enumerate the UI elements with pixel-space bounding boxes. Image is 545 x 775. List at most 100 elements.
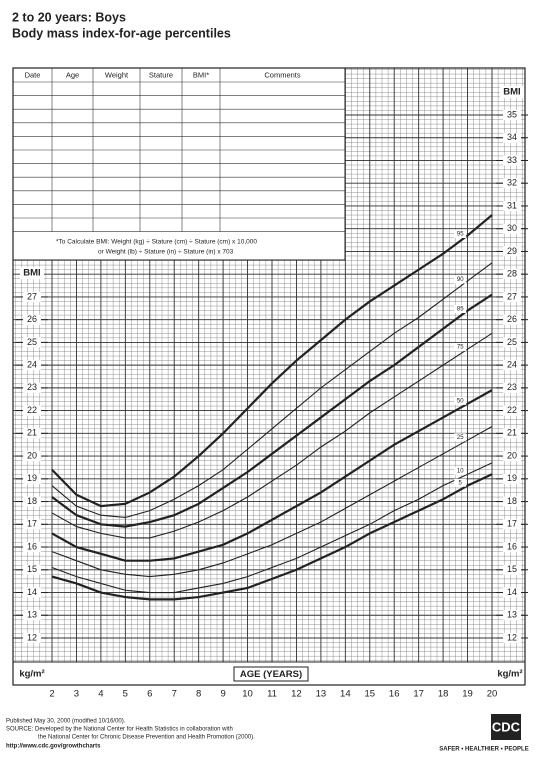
x-tick-label: 6 — [147, 689, 152, 700]
y-tick-label: 20 — [27, 450, 37, 460]
y2-tick-label: 23 — [507, 382, 517, 392]
x-axis-label-box — [233, 666, 309, 682]
y-tick-label-bg — [23, 314, 41, 325]
percentile-label: 75 — [457, 345, 464, 351]
percentile-label-bg — [454, 466, 467, 475]
subtitle: Body mass index-for-age percentiles — [12, 26, 231, 40]
y2-tick-label: 28 — [507, 269, 517, 279]
y-tick-label: 13 — [27, 610, 37, 620]
y2-tick-label-bg — [503, 587, 521, 598]
percentile-label-bg — [454, 342, 467, 351]
percentile-label-bg — [454, 478, 467, 487]
percentile-label: 5 — [459, 480, 463, 486]
logo-box — [491, 714, 521, 740]
y-tick-label-bg — [23, 587, 41, 598]
y-tick-label-bg — [23, 542, 41, 553]
y2-tick-label: 25 — [507, 337, 517, 347]
y-tick-label: 27 — [27, 291, 37, 301]
x-tick-label: 2 — [49, 689, 54, 700]
title: 2 to 20 years: Boys — [12, 10, 126, 24]
unit-label-bg — [16, 668, 48, 680]
y-tick-label-bg — [23, 473, 41, 484]
y-tick-label-bg — [23, 610, 41, 621]
x-tick-label: 4 — [98, 689, 103, 700]
y2-tick-label-bg — [503, 633, 521, 643]
y2-axis-label: BMI — [503, 87, 520, 98]
x-tick-label: 10 — [242, 689, 253, 700]
percentile-label: 25 — [457, 435, 464, 441]
y2-tick-label: 12 — [507, 632, 517, 642]
unit-label-bg — [494, 668, 526, 680]
percentile-label-bg — [454, 305, 467, 314]
y-tick-label: 15 — [27, 564, 37, 574]
x-tick-label: 3 — [74, 689, 79, 700]
y2-tick-label: 24 — [507, 360, 517, 370]
table-header: Comments — [264, 70, 301, 79]
y2-tick-label-bg — [503, 360, 521, 371]
y-tick-label-bg — [23, 564, 41, 575]
y2-tick-label-bg — [503, 178, 521, 189]
x-axis-label: AGE (YEARS) — [240, 669, 302, 680]
y2-tick-label-bg — [503, 269, 521, 280]
y2-tick-label-bg — [503, 223, 521, 234]
x-tick-label: 18 — [438, 689, 449, 700]
y2-tick-label: 20 — [507, 450, 517, 460]
tagline: SAFER • HEALTHIER • PEOPLE — [439, 747, 528, 753]
y2-tick-label: 19 — [507, 473, 517, 483]
y2-tick-label: 22 — [507, 405, 517, 415]
chart-frame — [12, 67, 526, 686]
y-tick-label: 17 — [27, 519, 37, 529]
y2-tick-label-bg — [503, 337, 521, 348]
y-tick-label-bg — [23, 291, 41, 302]
y-tick-label: 25 — [27, 337, 37, 347]
unit-label: kg/m² — [19, 669, 44, 680]
percentile-line — [51, 214, 493, 508]
y2-tick-label: 30 — [507, 223, 517, 233]
y2-tick-label-bg — [503, 110, 521, 120]
percentile-line — [51, 332, 493, 539]
y2-tick-label: 32 — [507, 178, 517, 188]
y2-tick-label-bg — [503, 496, 521, 507]
y2-tick-label-bg — [503, 542, 521, 553]
percentile-label: 10 — [457, 468, 464, 474]
y-axis-label-bg — [20, 267, 44, 279]
percentile-line — [51, 426, 493, 578]
x-tick-label: 19 — [462, 689, 473, 700]
y-tick-label: 22 — [27, 405, 37, 415]
y-tick-label-bg — [23, 360, 41, 371]
x-tick-label: 9 — [220, 689, 225, 700]
x-tick-label: 8 — [196, 689, 201, 700]
y-tick-label: 16 — [27, 541, 37, 551]
y2-tick-label-bg — [503, 132, 521, 143]
x-tick-label: 20 — [487, 689, 498, 700]
x-tick-label: 17 — [413, 689, 424, 700]
percentile-line — [51, 473, 493, 601]
percentile-label: 50 — [457, 398, 464, 404]
table-header: Date — [25, 70, 41, 79]
y2-tick-label: 17 — [507, 519, 517, 529]
percentile-label: 85 — [457, 307, 464, 313]
y-tick-label: 21 — [27, 428, 37, 438]
percentile-line — [51, 293, 493, 528]
y2-tick-label-bg — [503, 382, 521, 393]
percentile-label-bg — [454, 433, 467, 442]
x-tick-label: 7 — [172, 689, 177, 700]
y2-tick-label-bg — [503, 200, 521, 211]
y2-tick-label-bg — [503, 564, 521, 575]
x-tick-label: 16 — [389, 689, 400, 700]
x-tick-label: 11 — [267, 689, 277, 700]
x-tick-label: 5 — [123, 689, 128, 700]
footer-line: http://www.cdc.gov/growthcharts — [6, 744, 101, 750]
logo: CDC — [492, 719, 521, 734]
y2-tick-label: 26 — [507, 314, 517, 324]
footer-line: Published May 30, 2000 (modified 10/16/0… — [6, 719, 126, 725]
percentile-label-bg — [454, 229, 467, 238]
table-header: Stature — [149, 70, 173, 79]
y-tick-label: 19 — [27, 473, 37, 483]
percentile-label-bg — [454, 396, 467, 405]
y2-tick-label-bg — [503, 246, 521, 257]
unit-label: kg/m² — [497, 669, 522, 680]
y2-tick-label-bg — [503, 610, 521, 621]
